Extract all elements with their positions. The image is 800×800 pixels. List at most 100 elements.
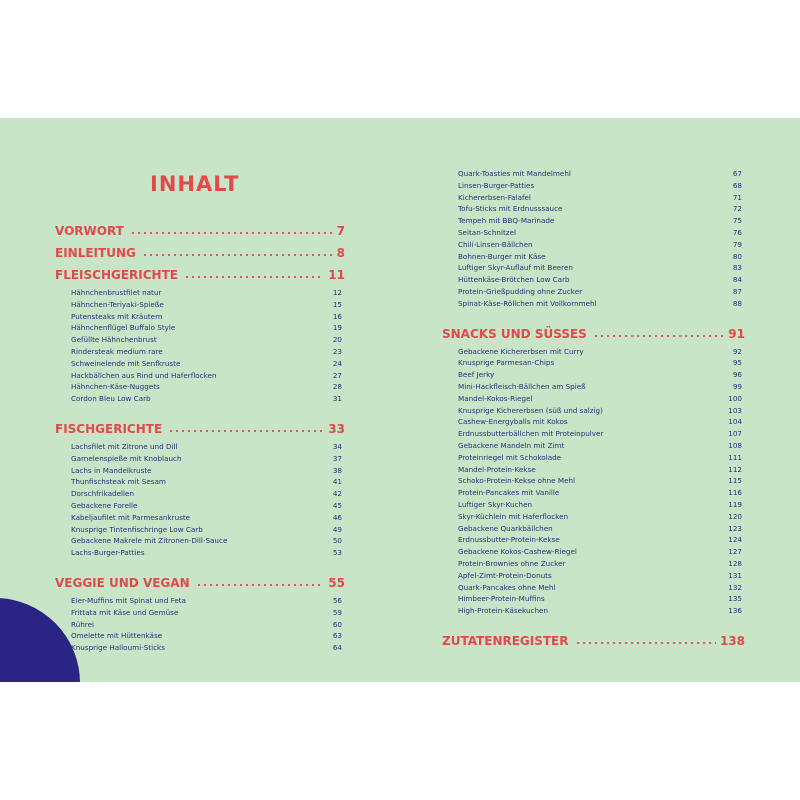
dot-leader — [129, 232, 333, 234]
toc-entry: Rindersteak medium rare 23 — [55, 346, 345, 358]
entry-page: 79 — [732, 239, 742, 249]
entry-page: 131 — [728, 570, 742, 580]
toc-entry: Protein-Pancakes mit Vanille 116 — [442, 487, 745, 499]
toc-entry: Frittata mit Käse und Gemüse 59 — [55, 607, 345, 619]
entry-page: 80 — [732, 251, 742, 261]
entry-page: 95 — [732, 358, 742, 368]
toc-entry: Knusprige Halloumi-Sticks 64 — [55, 642, 345, 654]
entry-page: 119 — [728, 499, 742, 509]
entry-name: Quark-Toasties mit Mandelmehl — [458, 169, 571, 178]
heading-page: 91 — [728, 326, 745, 341]
toc-entry: Lachs-Burger-Patties 53 — [55, 547, 345, 559]
toc-entry: Mandel-Kokos-Riegel 100 — [442, 393, 745, 405]
entry-name: Lachs in Mandelkruste — [71, 465, 152, 475]
entry-name: Gebackene Forelle — [71, 500, 138, 510]
toc-entry: Hackbällchen aus Rind und Haferflocken 27 — [55, 370, 345, 382]
toc-entry: Gebackene Quarkbällchen 123 — [442, 523, 745, 535]
entry-page: 120 — [728, 511, 742, 521]
toc-entry: Chili-Linsen-Bällchen 79 — [442, 239, 745, 251]
heading-text: ZUTATENREGISTER — [442, 633, 569, 648]
entry-page: 127 — [728, 547, 742, 557]
toc-entry: Schweinelende mit Senfkruste 24 — [55, 358, 345, 370]
entry-page: 124 — [728, 535, 742, 545]
toc-entry: Gebackene Forelle 45 — [55, 500, 345, 512]
toc-entry: Spinat-Käse-Röllchen mit Vollkornmehl 88 — [442, 298, 745, 310]
dot-leader — [168, 429, 325, 432]
toc-entry: Beef Jerky 96 — [442, 369, 745, 381]
page-spread: INHALT VORWORT 7 EINLEITUNG 8 FLEISCHGERICHT… — [0, 118, 800, 682]
entry-name: Omelette mit Hüttenkäse — [71, 631, 163, 641]
entry-name: Hähnchen-Teriyaki-Spieße — [71, 299, 164, 309]
toc-entry: Luftiger Skyr-Auflauf mit Beeren 83 — [442, 262, 745, 274]
toc-entry: Hüttenkäse-Brötchen Low Carb 84 — [442, 274, 745, 286]
entry-page: 31 — [332, 394, 342, 404]
toc-entry: Hähnchen-Käse-Nuggets 28 — [55, 381, 345, 393]
toc-entry: High-Protein-Käsekuchen 136 — [442, 605, 745, 617]
section-heading: EINLEITUNG 8 — [55, 238, 345, 260]
entry-name: Eier-Muffins mit Spinat und Feta — [71, 595, 186, 605]
entry-name: Kichererbsen-Falafel — [458, 192, 531, 202]
toc-entry: Protein-Brownies ohne Zucker 128 — [442, 558, 745, 570]
toc-entry: Proteinriegel mit Schokolade 111 — [442, 452, 745, 464]
entry-page: 100 — [728, 393, 742, 403]
entry-name: Luftiger Skyr-Auflauf mit Beeren — [458, 263, 573, 273]
entry-name: Spinat-Käse-Röllchen mit Vollkornmehl — [458, 298, 597, 308]
entry-page: 12 — [332, 288, 342, 297]
toc-entry: Lachs in Mandelkruste 38 — [55, 465, 345, 477]
entry-name: Garnelenspieße mit Knoblauch — [71, 453, 182, 463]
item-list: Gebackene Kichererbsen mit Curry 92 Knuspr… — [442, 346, 745, 617]
entry-page: 41 — [332, 477, 342, 487]
entry-name: Rindersteak medium rare — [71, 346, 163, 356]
entry-page: 46 — [332, 512, 342, 522]
toc-entry: Putensteaks mit Kräutern 16 — [55, 311, 345, 323]
entry-name: Hackbällchen aus Rind und Haferflocken — [71, 370, 217, 380]
entry-name: Lachs-Burger-Patties — [71, 548, 145, 558]
heading-page: 33 — [328, 421, 345, 436]
entry-page: 75 — [732, 216, 742, 226]
entry-name: Putensteaks mit Kräutern — [71, 311, 163, 321]
toc-entry: Lachsfilet mit Zitrone und Dill 34 — [55, 441, 345, 453]
entry-page: 87 — [732, 286, 742, 296]
heading-text: EINLEITUNG — [55, 246, 136, 260]
section-heading: VEGGIE UND VEGAN 55 — [55, 568, 345, 590]
entry-name: Gebackene Quarkbällchen — [458, 523, 553, 533]
toc-entry: Mini-Hackfleisch-Bällchen am Spieß 99 — [442, 381, 745, 393]
entry-name: Thunfischsteak mit Sesam — [71, 477, 166, 487]
heading-text: SNACKS UND SÜSSES — [442, 326, 587, 341]
toc-entry: Luftiger Skyr-Kuchen 119 — [442, 499, 745, 511]
entry-page: 60 — [332, 619, 342, 629]
entry-page: 63 — [332, 631, 342, 641]
entry-name: High-Protein-Käsekuchen — [458, 606, 549, 616]
dot-leader — [183, 276, 325, 278]
entry-page: 37 — [332, 453, 342, 463]
entry-name: Tofu-Sticks mit Erdnusssauce — [458, 204, 563, 214]
entry-name: Gebackene Kokos-Cashew-Riegel — [458, 547, 577, 557]
toc-column: VORWORT 7 EINLEITUNG 8 FLEISCHGERICHTE 11 Hähn… — [55, 216, 345, 663]
entry-name: Chili-Linsen-Bällchen — [458, 239, 533, 249]
entry-page: 88 — [732, 298, 742, 308]
section-heading: FLEISCHGERICHTE 11 — [55, 260, 345, 282]
entry-name: Mandel-Protein-Kekse — [458, 464, 536, 474]
toc-entry: Omelette mit Hüttenkäse 63 — [55, 630, 345, 642]
toc-entry: Kichererbsen-Falafel 71 — [442, 192, 745, 204]
entry-page: 99 — [732, 381, 742, 391]
entry-page: 83 — [732, 263, 742, 273]
heading-text: FLEISCHGERICHTE — [55, 268, 178, 282]
entry-name: Protein-Pancakes mit Vanille — [458, 488, 560, 498]
entry-name: Knusprige Parmesan-Chips — [458, 358, 555, 368]
entry-name: Gefüllte Hähnchenbrust — [71, 335, 157, 345]
entry-page: 56 — [332, 595, 342, 605]
toc-entry: Knusprige Kichererbsen (süß und salzig) 1… — [442, 405, 745, 417]
entry-name: Skyr-Küchlein mit Haferflocken — [458, 511, 569, 521]
dot-leader — [592, 334, 725, 337]
toc-entry: Himbeer-Protein-Muffins 135 — [442, 593, 745, 605]
entry-name: Gebackene Mandeln mit Zimt — [458, 440, 565, 450]
toc-entry: Gefüllte Hähnchenbrust 20 — [55, 334, 345, 346]
entry-name: Quark-Pancakes ohne Mehl — [458, 582, 556, 592]
entry-page: 67 — [732, 169, 742, 178]
toc-entry: Hähnchenbrustfilet natur 12 — [55, 287, 345, 299]
entry-name: Schweinelende mit Senfkruste — [71, 358, 181, 368]
entry-page: 71 — [732, 192, 742, 202]
entry-page: 132 — [728, 582, 742, 592]
entry-name: Kabeljaufilet mit Parmesankruste — [71, 512, 191, 522]
